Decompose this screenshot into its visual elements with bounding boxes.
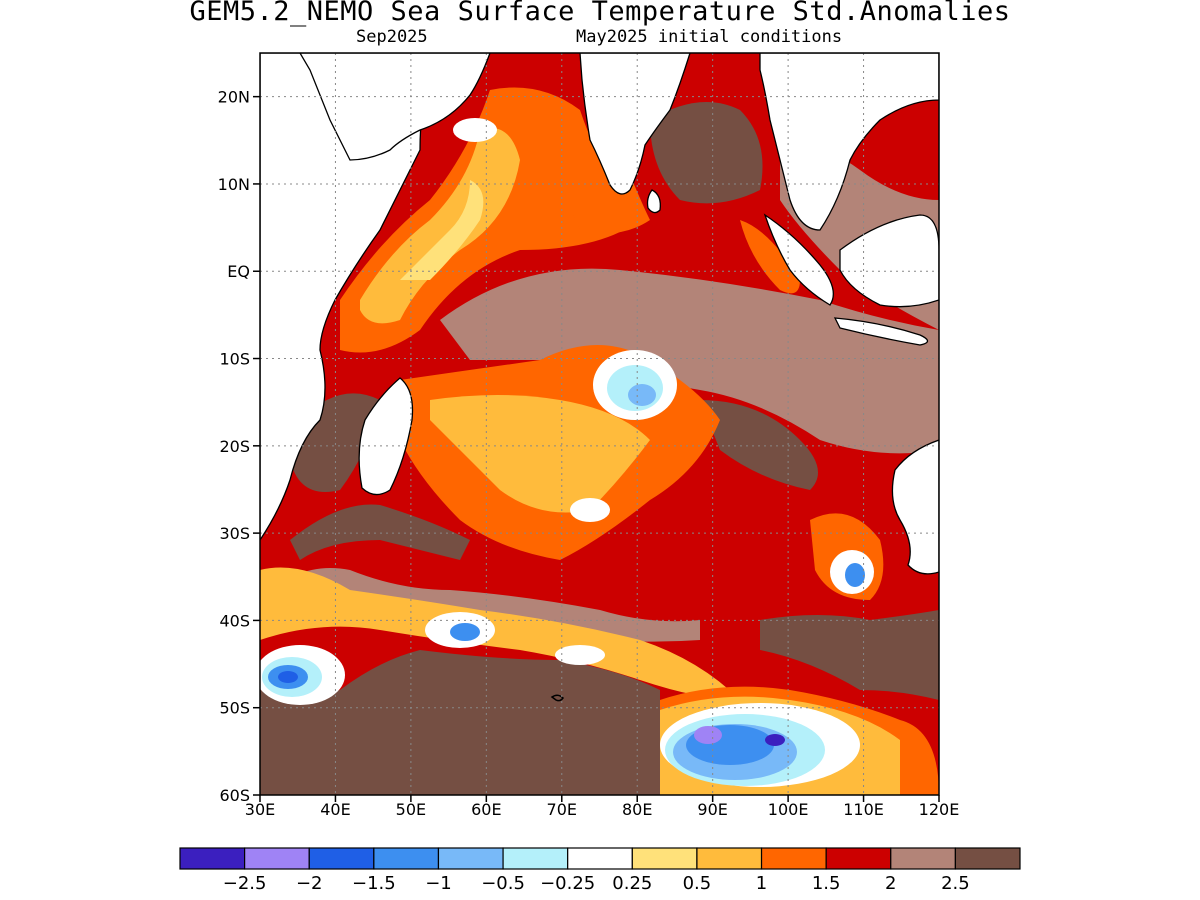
x-axis: 30E 40E 50E 60E 70E 80E 90E 100E 110E 120E [245, 795, 960, 819]
bob-brown [650, 102, 763, 204]
sw-deep-blue-patch [278, 671, 298, 683]
y-axis: 20N 10N EQ 10S 20S 30S 40S 50S 60S [218, 88, 260, 805]
colorbar: −2.5 −2 −1.5 −1 −0.5 −0.25 0.25 0.5 1 1.5 2 2.5 [179, 847, 1021, 894]
valid-month-label: Sep2025 [356, 27, 428, 47]
x-tick-label: 90E [697, 800, 727, 819]
colorbar-label: −2.5 [223, 873, 267, 894]
sw-dark-band [290, 504, 470, 560]
colorbar-swatch [825, 847, 892, 870]
mid-blue-patch [450, 623, 480, 641]
x-tick-label: 50E [396, 800, 426, 819]
y-tick-label: 10N [218, 175, 250, 194]
colorbar-label: 1 [756, 873, 767, 894]
y-tick-label: 30S [219, 524, 250, 543]
colorbar-label: −0.25 [540, 873, 595, 894]
java-land [833, 317, 929, 346]
central-south-yellow [430, 395, 650, 513]
colorbar-label: 0.25 [612, 873, 652, 894]
colorbar-label: −1 [425, 873, 452, 894]
se-purple-patch [694, 726, 722, 744]
australia-land [891, 439, 939, 575]
y-tick-label: EQ [227, 262, 250, 281]
colorbar-swatch [954, 847, 1021, 870]
borneo-java-land [839, 214, 939, 308]
x-tick-label: 70E [547, 800, 577, 819]
colorbar-swatch [567, 847, 633, 870]
x-tick-label: 30E [245, 800, 275, 819]
y-tick-label: 10S [219, 350, 250, 369]
colorbar-swatch [890, 847, 956, 870]
east-io-brown [440, 268, 939, 454]
y-tick-label: 20N [218, 88, 250, 107]
colorbar-swatch [437, 847, 504, 870]
colorbar-swatch [373, 847, 440, 870]
se-deep-patch [765, 734, 785, 746]
arabian-sea-light [400, 180, 484, 280]
colorbar-label: 2 [885, 873, 896, 894]
kerguelen-land [550, 694, 564, 702]
colorbar-label: −1.5 [352, 873, 396, 894]
colorbar-swatch [502, 847, 569, 870]
chart-title: GEM5.2_NEMO Sea Surface Temperature Std.… [189, 0, 1011, 27]
initial-conditions-label: May2025 initial conditions [576, 27, 843, 47]
arabia-land [299, 53, 491, 161]
bay-of-bengal-orange [560, 132, 650, 234]
sumatra-land [763, 213, 834, 306]
colorbar-label: 2.5 [941, 873, 970, 894]
southern-ocean-strong-positive [260, 650, 660, 795]
x-tick-label: 110E [843, 800, 884, 819]
y-tick-label: 20S [219, 437, 250, 456]
south-white-patch-2 [555, 645, 605, 665]
colorbar-swatch [760, 847, 827, 870]
anomaly-field [260, 53, 939, 795]
indochina-land [759, 53, 939, 231]
x-tick-label: 40E [320, 800, 350, 819]
sw-brown-band [260, 568, 700, 642]
africa-land [260, 53, 431, 542]
colorbar-swatch [308, 847, 375, 870]
x-tick-label: 60E [471, 800, 501, 819]
y-tick-label: 60S [219, 786, 250, 805]
colorbar-swatch [696, 847, 763, 870]
india-land [579, 53, 691, 195]
south-yellow-band [260, 567, 740, 700]
east-blue-patch [845, 563, 865, 587]
arabian-white-patch [453, 118, 497, 142]
colorbar-swatch [631, 847, 698, 870]
colorbar-label: −2 [296, 873, 323, 894]
central-blue-patch [628, 384, 656, 406]
madagascar-land [358, 377, 414, 496]
colorbar-swatch [244, 847, 310, 870]
colorbar-label: 0.5 [683, 873, 712, 894]
y-tick-label: 50S [219, 699, 250, 718]
x-tick-label: 100E [768, 800, 809, 819]
x-tick-label: 80E [622, 800, 652, 819]
y-tick-label: 40S [219, 611, 250, 630]
colorbar-swatch [179, 847, 246, 870]
colorbar-label: 1.5 [812, 873, 841, 894]
map-grid [260, 53, 939, 795]
colorbar-label: −0.5 [481, 873, 525, 894]
arabian-sea-yellow [360, 128, 520, 324]
x-tick-label: 120E [919, 800, 960, 819]
south-white-patch-1 [570, 498, 610, 522]
southeast-strong-positive [760, 610, 939, 700]
map-frame [259, 52, 940, 796]
sri-lanka-land [646, 189, 661, 214]
sumatra-orange [740, 220, 800, 294]
